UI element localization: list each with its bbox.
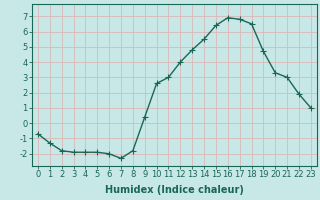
X-axis label: Humidex (Indice chaleur): Humidex (Indice chaleur) (105, 185, 244, 195)
